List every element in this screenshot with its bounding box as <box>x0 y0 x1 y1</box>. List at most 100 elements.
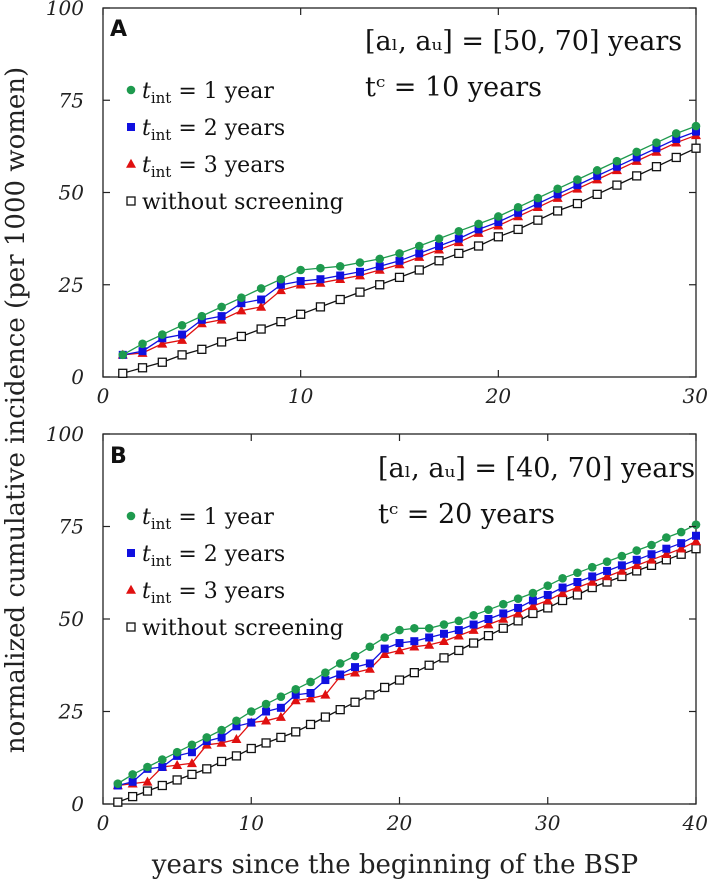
data-point <box>380 633 389 642</box>
data-point <box>355 258 365 267</box>
data-point <box>364 663 375 673</box>
data-point <box>296 277 305 286</box>
data-point <box>543 603 553 613</box>
data-point <box>513 594 523 603</box>
data-point <box>395 625 404 635</box>
legend-label: tint = 3 years <box>142 579 285 607</box>
data-point <box>438 636 449 645</box>
data-point <box>296 309 306 319</box>
data-point <box>593 171 602 180</box>
tick-layer: 0 10 20 30 0 25 50 75 100 <box>46 0 708 408</box>
data-point <box>262 707 271 716</box>
data-point <box>558 574 567 583</box>
data-point <box>186 758 197 768</box>
data-point <box>321 668 330 677</box>
data-point <box>237 293 246 302</box>
age-range-annotation: [aₗ, aᵤ] = [50, 70] years <box>365 26 682 57</box>
legend-label: tint = 1 year <box>142 505 274 533</box>
data-point <box>453 630 464 640</box>
y-tick-label: 50 <box>59 181 85 205</box>
data-point <box>335 262 345 271</box>
y-tick-label: 50 <box>59 607 85 631</box>
data-point <box>528 588 538 598</box>
data-point <box>661 549 672 559</box>
data-point <box>552 206 563 216</box>
data-point <box>128 777 137 786</box>
data-point <box>646 554 657 564</box>
data-point <box>632 153 641 162</box>
data-point <box>692 531 700 540</box>
data-point <box>365 642 375 652</box>
data-point <box>662 544 671 553</box>
panel-label: B <box>110 444 127 469</box>
legend-entry: tint = 1 year <box>126 505 274 533</box>
data-point <box>533 199 542 208</box>
data-point <box>498 623 508 633</box>
data-point <box>513 202 523 212</box>
data-point <box>543 581 553 590</box>
data-point <box>632 147 641 157</box>
x-axis-title: years since the beginning of the BSP <box>151 850 638 880</box>
data-point <box>216 737 227 747</box>
x-tick-label: 0 <box>97 811 110 835</box>
tick-layer: 0 10 20 30 40 0 25 50 75 100 <box>46 422 708 835</box>
data-point <box>118 368 128 378</box>
data-point <box>542 595 553 605</box>
data-point <box>499 609 508 618</box>
data-point <box>454 226 464 236</box>
x-tick-label: 0 <box>97 384 110 408</box>
data-point <box>498 613 509 623</box>
data-point <box>177 350 187 360</box>
y-tick-label: 100 <box>46 422 84 446</box>
data-point <box>305 693 316 703</box>
data-point <box>316 275 325 284</box>
series-circle <box>118 121 701 360</box>
y-tick-label: 75 <box>59 515 84 539</box>
data-point <box>202 764 212 774</box>
data-point <box>572 582 583 592</box>
data-point <box>632 555 641 564</box>
data-point <box>158 763 167 771</box>
data-point <box>425 633 434 642</box>
legend: tint = 1 year tint = 2 years tint = 3 year… <box>126 79 344 215</box>
data-point <box>261 738 271 748</box>
data-point <box>246 743 256 754</box>
data-point <box>617 561 626 570</box>
data-point <box>631 560 642 570</box>
y-tick-label: 25 <box>58 700 84 724</box>
data-point <box>157 780 167 791</box>
data-point <box>494 218 503 227</box>
data-point <box>513 616 523 626</box>
data-point <box>612 162 621 171</box>
data-point <box>231 734 242 744</box>
data-point <box>316 263 325 273</box>
data-point <box>256 301 267 311</box>
data-point <box>236 331 247 342</box>
data-point <box>493 232 503 242</box>
data-point <box>469 620 478 629</box>
data-point <box>672 134 681 143</box>
data-point <box>172 747 182 757</box>
data-point <box>157 338 168 348</box>
data-point <box>350 667 361 677</box>
data-point <box>483 631 494 641</box>
data-point <box>587 562 597 572</box>
data-point <box>187 769 197 780</box>
tc-annotation: tᶜ = 10 years <box>365 72 542 103</box>
legend-marker <box>126 622 136 632</box>
panel-b: B [aₗ, aᵤ] = [40, 70] years tᶜ = 20 year… <box>46 422 708 835</box>
data-point <box>513 224 523 235</box>
data-point <box>558 583 567 592</box>
tc-annotation: tᶜ = 20 years <box>378 499 555 530</box>
data-point <box>652 138 661 147</box>
data-point <box>414 241 424 251</box>
data-point <box>232 716 241 726</box>
data-point <box>172 775 182 785</box>
data-point <box>375 262 384 271</box>
data-point <box>256 324 266 334</box>
legend-entry: without screening <box>126 616 344 641</box>
data-point <box>671 129 681 138</box>
data-point <box>468 624 479 634</box>
panel-label: A <box>110 17 127 42</box>
